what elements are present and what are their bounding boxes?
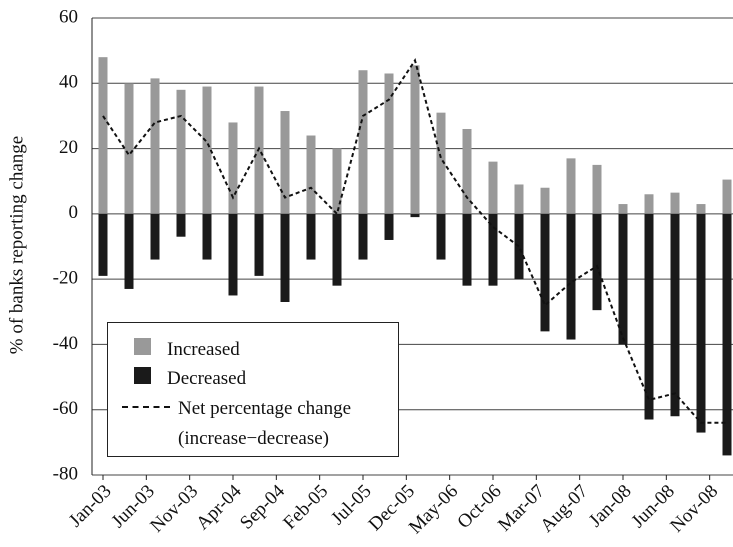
bar: [332, 148, 342, 214]
bar: [228, 122, 238, 214]
bar: [514, 184, 524, 214]
x-tick-label: Nov-08: [666, 481, 722, 537]
bar: [462, 213, 472, 286]
bar: [722, 213, 732, 456]
legend-entry: Net percentage change (increase−decrease…: [122, 394, 388, 454]
bar: [722, 179, 732, 214]
bar: [306, 213, 316, 260]
bar: [696, 213, 706, 433]
x-tick-label: Nov-03: [146, 481, 202, 537]
legend-swatch: [134, 338, 151, 355]
bar: [410, 65, 420, 214]
bar: [566, 158, 576, 214]
bar: [150, 78, 160, 214]
bar: [514, 213, 524, 280]
bar: [436, 112, 446, 214]
bar: [540, 213, 550, 332]
legend-entry: Decreased: [122, 364, 377, 394]
x-tick-label: Sep-04: [236, 480, 289, 533]
bar: [488, 161, 498, 214]
bar: [306, 135, 316, 214]
bar: [592, 213, 602, 311]
y-tick-label: -60: [53, 398, 78, 419]
bar: [566, 213, 576, 340]
y-tick-label: -40: [53, 333, 78, 354]
bar: [124, 213, 134, 289]
bar: [644, 194, 654, 214]
bar: [358, 213, 368, 260]
bar: [254, 213, 264, 276]
bar: [98, 57, 108, 214]
bar: [280, 111, 290, 214]
bar: [176, 89, 186, 214]
x-tick-label: Jan-08: [585, 481, 636, 532]
x-tick-label: Apr-04: [192, 480, 246, 534]
bar: [696, 204, 706, 214]
bar: [228, 213, 238, 296]
bar: [618, 213, 628, 345]
bar: [202, 213, 212, 260]
bar: [150, 213, 160, 260]
legend: Increased Decreased Net percentage change …: [107, 322, 399, 457]
x-tick-label: Jan-03: [65, 481, 116, 532]
x-tick-label: Aug-07: [536, 481, 592, 537]
bar: [436, 213, 446, 260]
y-tick-label: -80: [53, 463, 78, 484]
bar: [592, 164, 602, 214]
legend-label: Net percentage change (increase−decrease…: [178, 398, 352, 449]
bar: [540, 187, 550, 214]
bar: [176, 213, 186, 237]
y-axis-label: % of banks reporting change: [6, 136, 27, 354]
y-tick-label: 40: [59, 72, 78, 93]
legend-label: Decreased: [167, 368, 247, 389]
bar: [332, 213, 342, 286]
bar: [358, 70, 368, 214]
bar: [202, 86, 212, 214]
y-tick-label: 0: [69, 202, 79, 223]
bar: [280, 213, 290, 302]
y-tick-label: 60: [59, 6, 78, 27]
bar: [384, 213, 394, 240]
legend-swatch: [134, 367, 151, 384]
bar: [384, 73, 394, 214]
legend-entry: Increased: [122, 335, 377, 365]
bar: [462, 128, 472, 214]
bar: [98, 213, 108, 276]
net-line: [102, 58, 727, 424]
legend-swatch: [122, 406, 170, 408]
bar: [488, 213, 498, 286]
bar: [410, 213, 420, 218]
bar: [644, 213, 654, 420]
bar: [670, 213, 680, 417]
bar: [670, 192, 680, 214]
legend-label: Increased: [167, 339, 240, 360]
y-tick-label: -20: [53, 268, 78, 289]
bar: [124, 83, 134, 214]
y-tick-label: 20: [59, 137, 78, 158]
x-tick-label: May-06: [405, 481, 462, 538]
x-tick-label: Feb-05: [279, 481, 332, 534]
bar: [618, 204, 628, 214]
